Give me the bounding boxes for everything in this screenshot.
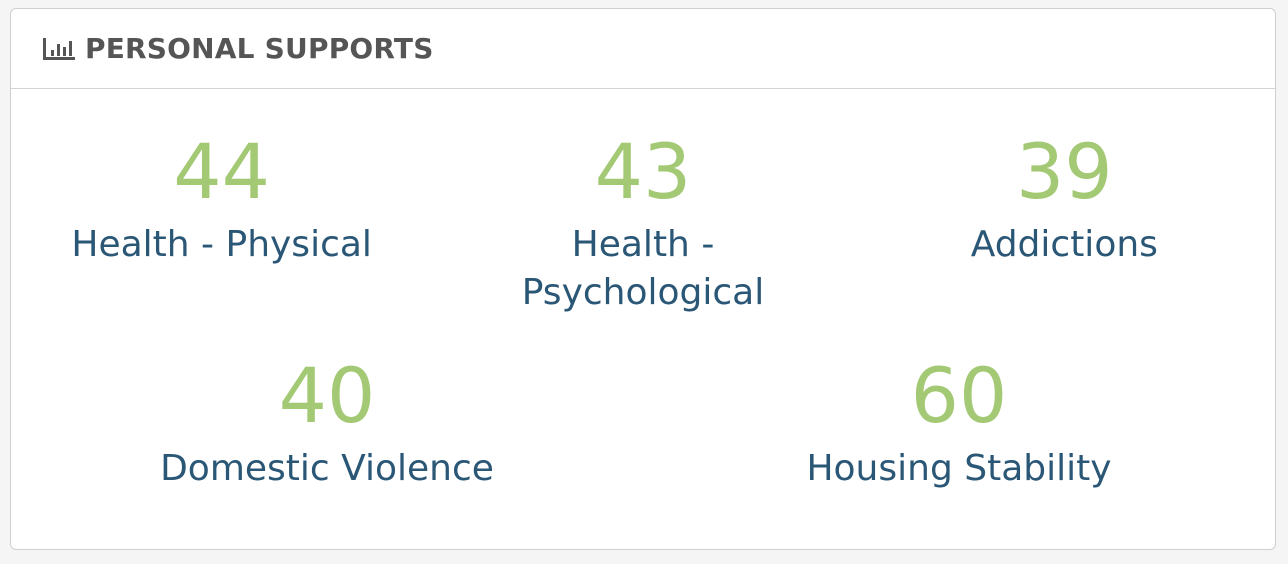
stat-addictions: 39 Addictions (854, 127, 1275, 317)
personal-supports-card: PERSONAL SUPPORTS 44 Health - Physical 4… (10, 8, 1276, 550)
stat-housing-stability: 60 Housing Stability (643, 351, 1275, 493)
stat-value: 60 (910, 351, 1008, 440)
stat-domestic-violence: 40 Domestic Violence (11, 351, 643, 493)
card-title: PERSONAL SUPPORTS (85, 32, 434, 65)
bar-chart-icon (43, 37, 75, 60)
stat-label: Domestic Violence (160, 448, 494, 489)
stat-health-physical: 44 Health - Physical (11, 127, 432, 317)
stat-value: 43 (594, 127, 692, 216)
stat-value: 39 (1015, 127, 1113, 216)
stat-label: Health - Physical (71, 224, 372, 265)
stats-row: 40 Domestic Violence 60 Housing Stabilit… (11, 351, 1275, 493)
stat-label: Health - Psychological (521, 224, 765, 313)
stat-health-psychological: 43 Health - Psychological (432, 127, 853, 317)
stat-value: 44 (173, 127, 271, 216)
stat-value: 40 (278, 351, 376, 440)
stat-label: Addictions (970, 224, 1158, 265)
stat-label: Housing Stability (806, 448, 1112, 489)
stats-row: 44 Health - Physical 43 Health - Psychol… (11, 127, 1275, 317)
card-header: PERSONAL SUPPORTS (11, 9, 1275, 89)
